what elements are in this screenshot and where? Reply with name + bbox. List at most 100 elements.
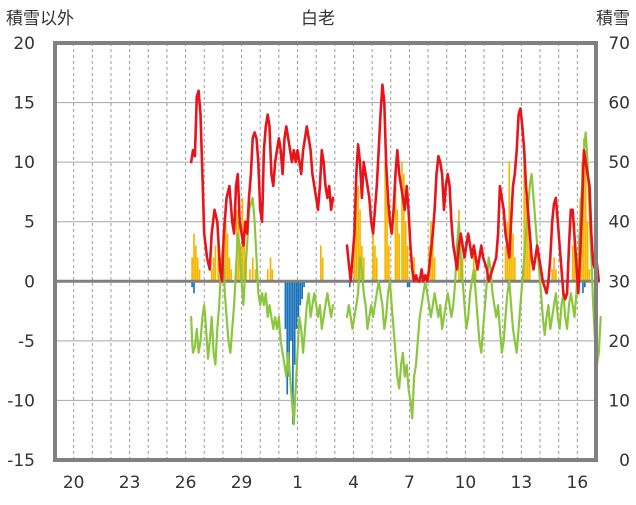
precipitation-bar <box>196 257 199 282</box>
precipitation-bar <box>403 174 405 282</box>
snowfall_neg-bar <box>297 281 300 318</box>
y-right-tick-label: 70 <box>608 34 630 54</box>
y-right-tick-label: 40 <box>608 213 630 233</box>
snowfall_neg-bar <box>191 281 193 288</box>
precipitation-bar <box>212 257 215 282</box>
snowfall_neg-bar <box>408 281 411 288</box>
precipitation-bar <box>359 209 361 282</box>
y-right-tick-label: 50 <box>608 153 630 173</box>
precipitation-bar <box>431 233 434 282</box>
precipitation-bar <box>413 257 415 282</box>
snowfall_neg-bar <box>406 281 409 288</box>
precipitation-bar <box>388 245 390 282</box>
precipitation-bar <box>528 245 531 282</box>
y-left-tick-label: 10 <box>13 153 35 173</box>
precipitation-bar <box>191 257 193 282</box>
precipitation-bar <box>586 221 589 282</box>
right-axis-label: 積雪 <box>596 9 630 29</box>
precipitation-bar <box>394 185 397 282</box>
grid <box>55 42 596 461</box>
snowfall_neg-bar <box>348 281 351 288</box>
precipitation-bar <box>226 233 229 282</box>
y-left-tick-label: -15 <box>7 451 35 471</box>
precipitation-bar <box>355 162 358 282</box>
snowfall_neg-bar <box>295 281 298 329</box>
precipitation-bar <box>230 269 233 282</box>
snowfall_neg-bar <box>299 281 302 306</box>
precipitation-bar <box>195 245 197 282</box>
precipitation-bar <box>210 269 213 282</box>
snowfall_neg-bar <box>582 281 584 294</box>
wind-line <box>190 196 335 426</box>
precipitation-bar <box>588 269 591 282</box>
x-tick-label: 13 <box>511 473 533 493</box>
precipitation-bar <box>508 162 511 282</box>
precipitation-bar <box>198 269 201 282</box>
precipitation-bar <box>396 209 399 282</box>
precipitation-bar <box>251 257 254 282</box>
precipitation-bar <box>584 150 587 282</box>
precipitation-bar <box>527 221 529 282</box>
precipitation-bar <box>474 269 477 282</box>
precipitation-bar <box>271 269 274 282</box>
precipitation-bar <box>249 269 251 282</box>
precipitation-bar <box>512 233 514 282</box>
precipitation-bar <box>386 185 388 282</box>
precipitation-bar <box>555 269 557 282</box>
precipitation-bar <box>398 233 401 282</box>
precipitation-bar <box>214 245 217 282</box>
precipitation-bar <box>372 221 374 282</box>
lines <box>55 83 602 426</box>
y-right-tick-label: 20 <box>608 332 630 352</box>
snowfall_neg-bar <box>303 281 305 288</box>
snowfall_neg-bar <box>583 281 586 288</box>
left-axis-label: 積雪以外 <box>6 9 74 29</box>
x-tick-label: 20 <box>63 473 85 493</box>
wind-line <box>345 131 602 420</box>
x-tick-label: 23 <box>119 473 141 493</box>
precipitation-bar <box>243 233 246 282</box>
x-tick-label: 1 <box>292 473 303 493</box>
y-right-tick-label: 10 <box>608 391 630 411</box>
y-left-tick-label: 20 <box>13 34 35 54</box>
snowfall_neg-bar <box>193 281 195 294</box>
temperature-line <box>189 89 335 283</box>
precipitation-bar <box>237 221 240 282</box>
y-left-tick-label: 5 <box>24 213 35 233</box>
y-right-tick-label: 30 <box>608 272 630 292</box>
precipitation-bar <box>551 269 553 282</box>
precipitation-bar <box>404 221 407 282</box>
precipitation-bar <box>514 257 516 282</box>
x-tick-label: 10 <box>455 473 477 493</box>
precipitation-bar <box>254 269 257 282</box>
snowfall_neg-bar <box>284 281 287 329</box>
plot-frame <box>53 41 598 462</box>
chart-title: 白老 <box>301 9 335 29</box>
precipitation-bar <box>321 257 324 282</box>
precipitation-bar <box>401 162 403 282</box>
precipitation-bar <box>228 257 231 282</box>
x-tick-label: 4 <box>348 473 359 493</box>
x-tick-label: 26 <box>175 473 197 493</box>
precipitation-bar <box>266 269 269 282</box>
precipitation-bar <box>362 257 365 282</box>
precipitation-bar <box>224 221 227 282</box>
snowfall_neg-bar <box>290 281 292 341</box>
precipitation-bar <box>583 138 585 282</box>
precipitation-bar <box>375 257 378 282</box>
plot-border <box>53 41 598 462</box>
precipitation-bar <box>269 257 272 282</box>
snowfall_neg-bar <box>293 281 296 365</box>
precipitation-bar <box>319 245 322 282</box>
precipitation-bar <box>193 233 195 282</box>
snowfall_neg-bar <box>288 281 290 377</box>
precipitation-bar <box>353 233 356 282</box>
y-right-tick-label: 60 <box>608 94 630 114</box>
precipitation-bar <box>523 162 526 282</box>
precipitation-bar <box>374 245 376 282</box>
snowfall_neg-bar <box>292 281 294 425</box>
precipitation-bar <box>433 257 436 282</box>
temperature-line <box>345 83 601 301</box>
